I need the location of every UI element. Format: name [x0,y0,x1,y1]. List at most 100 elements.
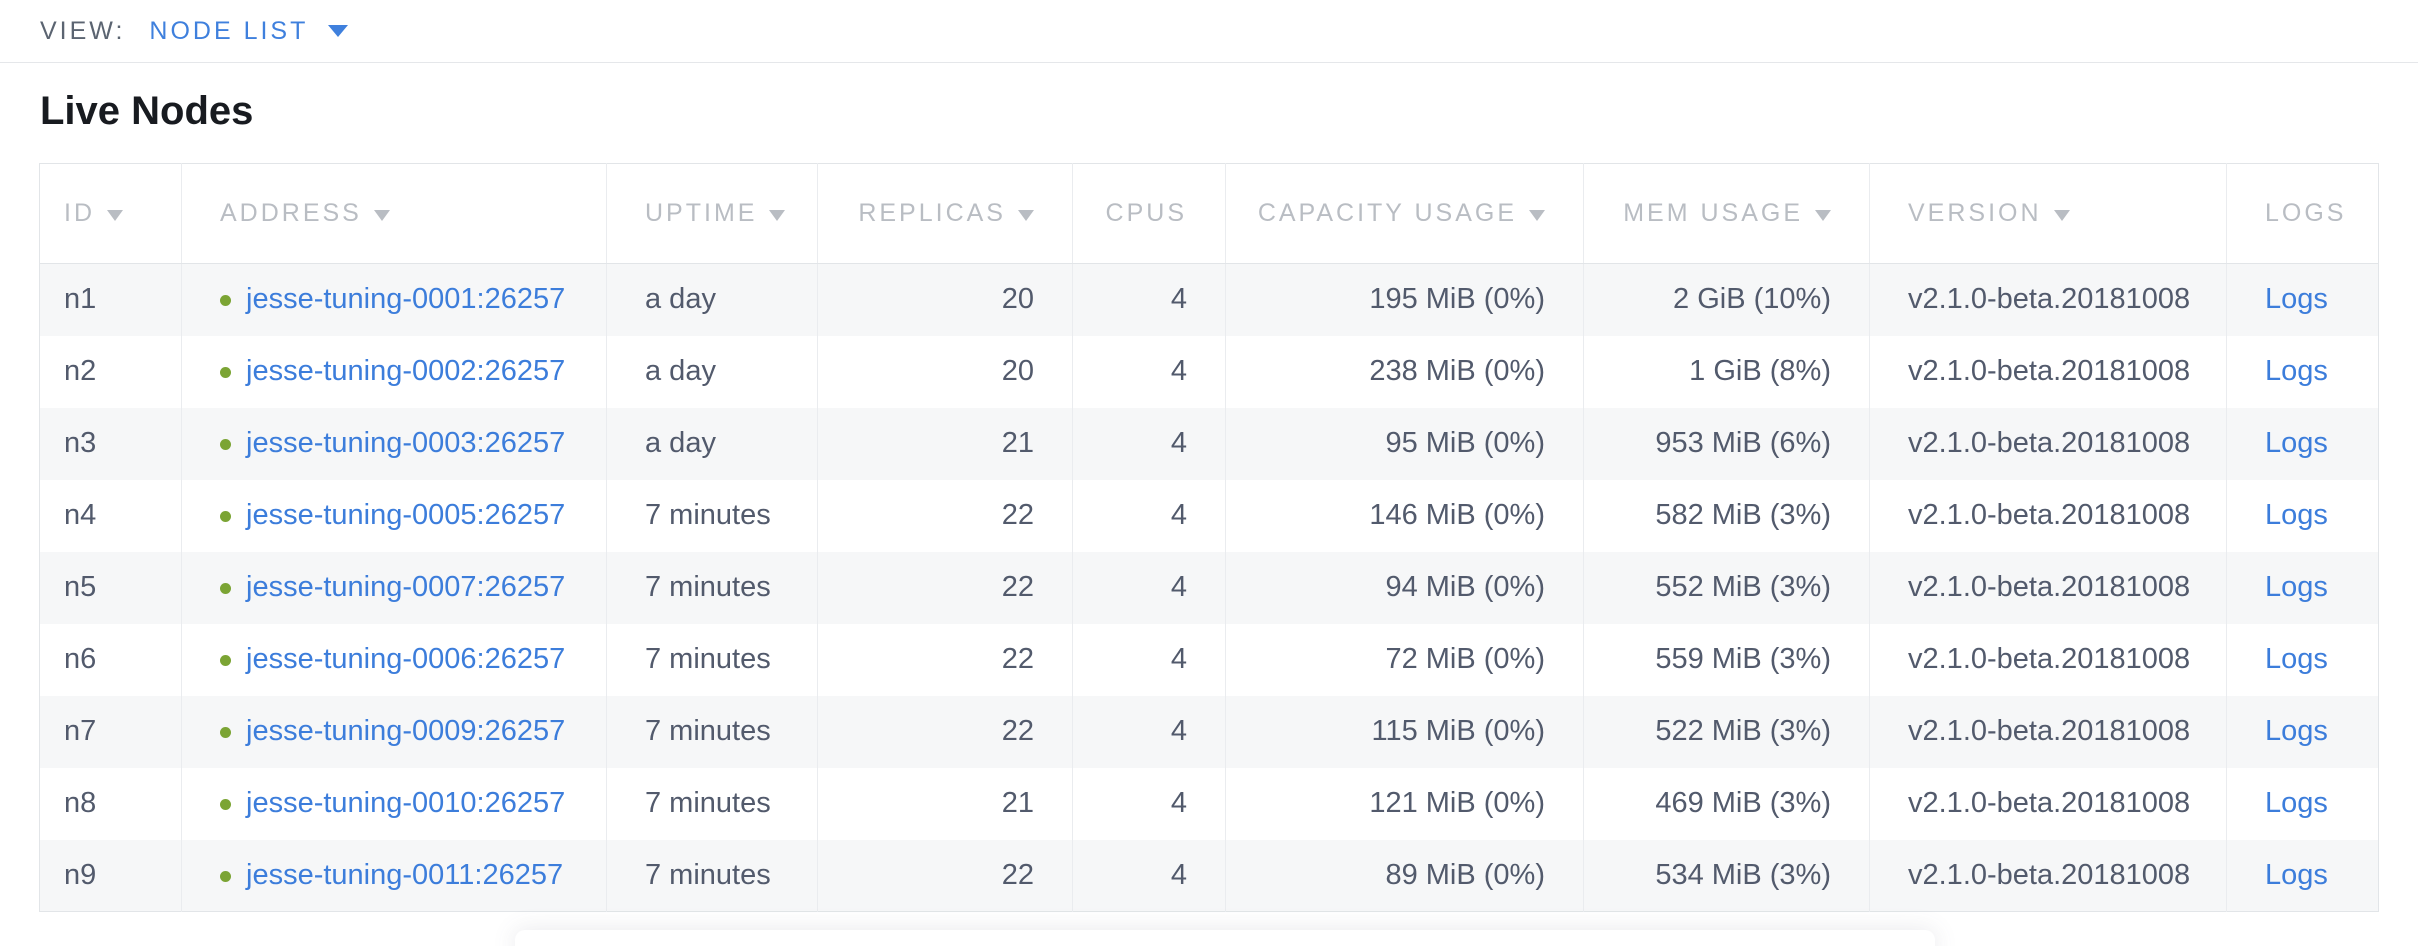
node-logs-cell: Logs [2226,767,2379,840]
node-logs-link[interactable]: Logs [2265,643,2328,675]
node-address-cell: jesse-tuning-0002:26257 [181,335,607,408]
node-id-cell: n3 [39,407,182,480]
view-selector-dropdown[interactable]: NODE LIST [149,16,349,46]
node-logs-link[interactable]: Logs [2265,283,2328,316]
node-id-cell: n4 [64,499,97,531]
node-address-link[interactable]: jesse-tuning-0011:26257 [246,858,564,891]
column-header-capacity[interactable]: CAPACITY USAGE [1225,163,1584,264]
node-mem-cell: 552 MiB (3%) [1583,551,1870,624]
column-header-mem[interactable]: MEM USAGE [1583,163,1870,264]
node-logs-link[interactable]: Logs [2265,355,2328,387]
node-version-cell: v2.1.0-beta.20181008 [1869,551,2227,624]
node-uptime-cell: 7 minutes [606,551,818,624]
sort-desc-arrow-icon [107,210,123,221]
node-uptime-cell: a day [606,407,818,480]
node-logs-cell: Logs [2226,263,2379,336]
node-address-link[interactable]: jesse-tuning-0010:26257 [246,787,566,819]
node-row-n4: n4 jesse-tuning-0005:26257 7 minutes 22 4 146… [40,479,2379,552]
node-logs-link[interactable]: Logs [2265,571,2328,603]
node-logs-link[interactable]: Logs [2265,787,2328,819]
node-mem-cell: 559 MiB (3%) [1583,623,1870,696]
node-uptime-cell: 7 minutes [606,623,818,696]
node-capacity-cell: 121 MiB (0%) [1225,767,1584,840]
node-status-healthy-icon [220,655,231,666]
node-address-link[interactable]: jesse-tuning-0007:26257 [246,571,566,603]
column-header-version[interactable]: VERSION [1869,163,2227,264]
node-replicas-cell: 22 [817,695,1073,768]
node-cpus-cell: 4 [1072,263,1226,336]
node-row-n5: n5 jesse-tuning-0007:26257 7 minutes 22 4 94 … [39,551,2379,624]
node-version-cell: v2.1.0-beta.20181008 [1869,407,2227,480]
node-logs-link[interactable]: Logs [2265,858,2328,891]
node-address-link[interactable]: jesse-tuning-0003:26257 [246,427,566,459]
node-status-healthy-icon [220,511,231,522]
node-logs-cell: Logs [2226,335,2379,408]
node-capacity-cell: 195 MiB (0%) [1225,263,1584,336]
node-logs-cell: Logs [2226,839,2379,912]
column-label-capacity: CAPACITY USAGE [1257,199,1517,227]
node-cpus-cell: 4 [1072,623,1226,696]
node-address-link[interactable]: jesse-tuning-0009:26257 [246,715,566,747]
node-mem-cell: 2 GiB (10%) [1583,263,1870,336]
node-row-n3: n3 jesse-tuning-0003:26257 a day 21 4 95 MiB … [39,407,2379,480]
node-version-cell: v2.1.0-beta.20181008 [1869,263,2227,336]
node-id-cell: n7 [39,695,182,768]
node-address-link[interactable]: jesse-tuning-0006:26257 [246,643,566,675]
node-logs-cell: Logs [2226,479,2379,552]
node-cpus-cell: 4 [1072,839,1226,912]
node-uptime-cell: 7 minutes [606,695,818,768]
column-header-address[interactable]: ADDRESS [181,163,607,264]
column-label-mem: MEM USAGE [1623,199,1803,227]
node-address-cell: jesse-tuning-0001:26257 [181,263,607,336]
column-label-cpus: CPUS [1105,199,1187,227]
node-logs-cell: Logs [2226,551,2379,624]
column-header-uptime[interactable]: UPTIME [606,163,818,264]
node-capacity-cell: 94 MiB (0%) [1225,551,1584,624]
node-logs-cell: Logs [2226,407,2379,480]
column-header-id[interactable]: ID [39,163,182,264]
node-version-cell: v2.1.0-beta.20181008 [1869,839,2227,912]
node-uptime-cell: a day [606,263,818,336]
node-replicas-cell: 22 [817,551,1073,624]
node-address-link[interactable]: jesse-tuning-0002:26257 [246,355,566,387]
node-capacity-cell: 115 MiB (0%) [1225,695,1584,768]
node-row-n1: n1 jesse-tuning-0001:26257 a day 20 4 195 MiB… [39,263,2379,336]
node-address-cell: jesse-tuning-0003:26257 [181,407,607,480]
node-uptime-cell: a day [606,335,818,408]
column-label-version: VERSION [1908,199,2042,227]
sort-desc-arrow-icon [1529,210,1545,221]
node-row-n8: n8 jesse-tuning-0010:26257 7 minutes 21 4 121… [40,767,2379,840]
column-header-logs: LOGS [2226,163,2379,264]
view-selected-value: NODE LIST [149,16,309,45]
node-logs-link[interactable]: Logs [2265,427,2328,459]
node-id-cell: n5 [39,551,182,624]
node-id-cell: n1 [39,263,182,336]
node-status-healthy-icon [220,727,231,738]
node-mem-cell: 522 MiB (3%) [1583,695,1870,768]
sort-desc-arrow-icon [2053,210,2070,221]
node-row-n7: n7 jesse-tuning-0009:26257 7 minutes 22 4 115… [39,695,2379,768]
node-status-healthy-icon [220,367,231,378]
node-capacity-cell: 89 MiB (0%) [1225,839,1584,912]
column-header-replicas[interactable]: REPLICAS [817,163,1073,264]
node-address-link[interactable]: jesse-tuning-0001:26257 [246,283,566,316]
column-header-cpus: CPUS [1072,163,1226,264]
node-capacity-cell: 95 MiB (0%) [1225,407,1584,480]
node-capacity-cell: 238 MiB (0%) [1225,335,1584,408]
node-logs-link[interactable]: Logs [2265,499,2328,531]
node-cpus-cell: 4 [1072,479,1226,552]
node-uptime-cell: 7 minutes [606,479,818,552]
next-section-shadow [515,930,1935,946]
node-mem-cell: 953 MiB (6%) [1583,407,1870,480]
node-capacity-cell: 72 MiB (0%) [1225,623,1584,696]
table-header: ID ADDRESS UPTIME REPLICAS CPUS CAPACITY USAG… [39,163,2379,264]
node-cpus-cell: 4 [1072,551,1226,624]
node-address-cell: jesse-tuning-0009:26257 [181,695,607,768]
node-replicas-cell: 20 [817,335,1073,408]
node-mem-cell: 469 MiB (3%) [1583,767,1870,840]
node-logs-link[interactable]: Logs [2265,715,2328,747]
view-label: VIEW: [40,16,126,45]
node-address-link[interactable]: jesse-tuning-0005:26257 [246,499,566,531]
sort-desc-arrow-icon [769,210,786,221]
